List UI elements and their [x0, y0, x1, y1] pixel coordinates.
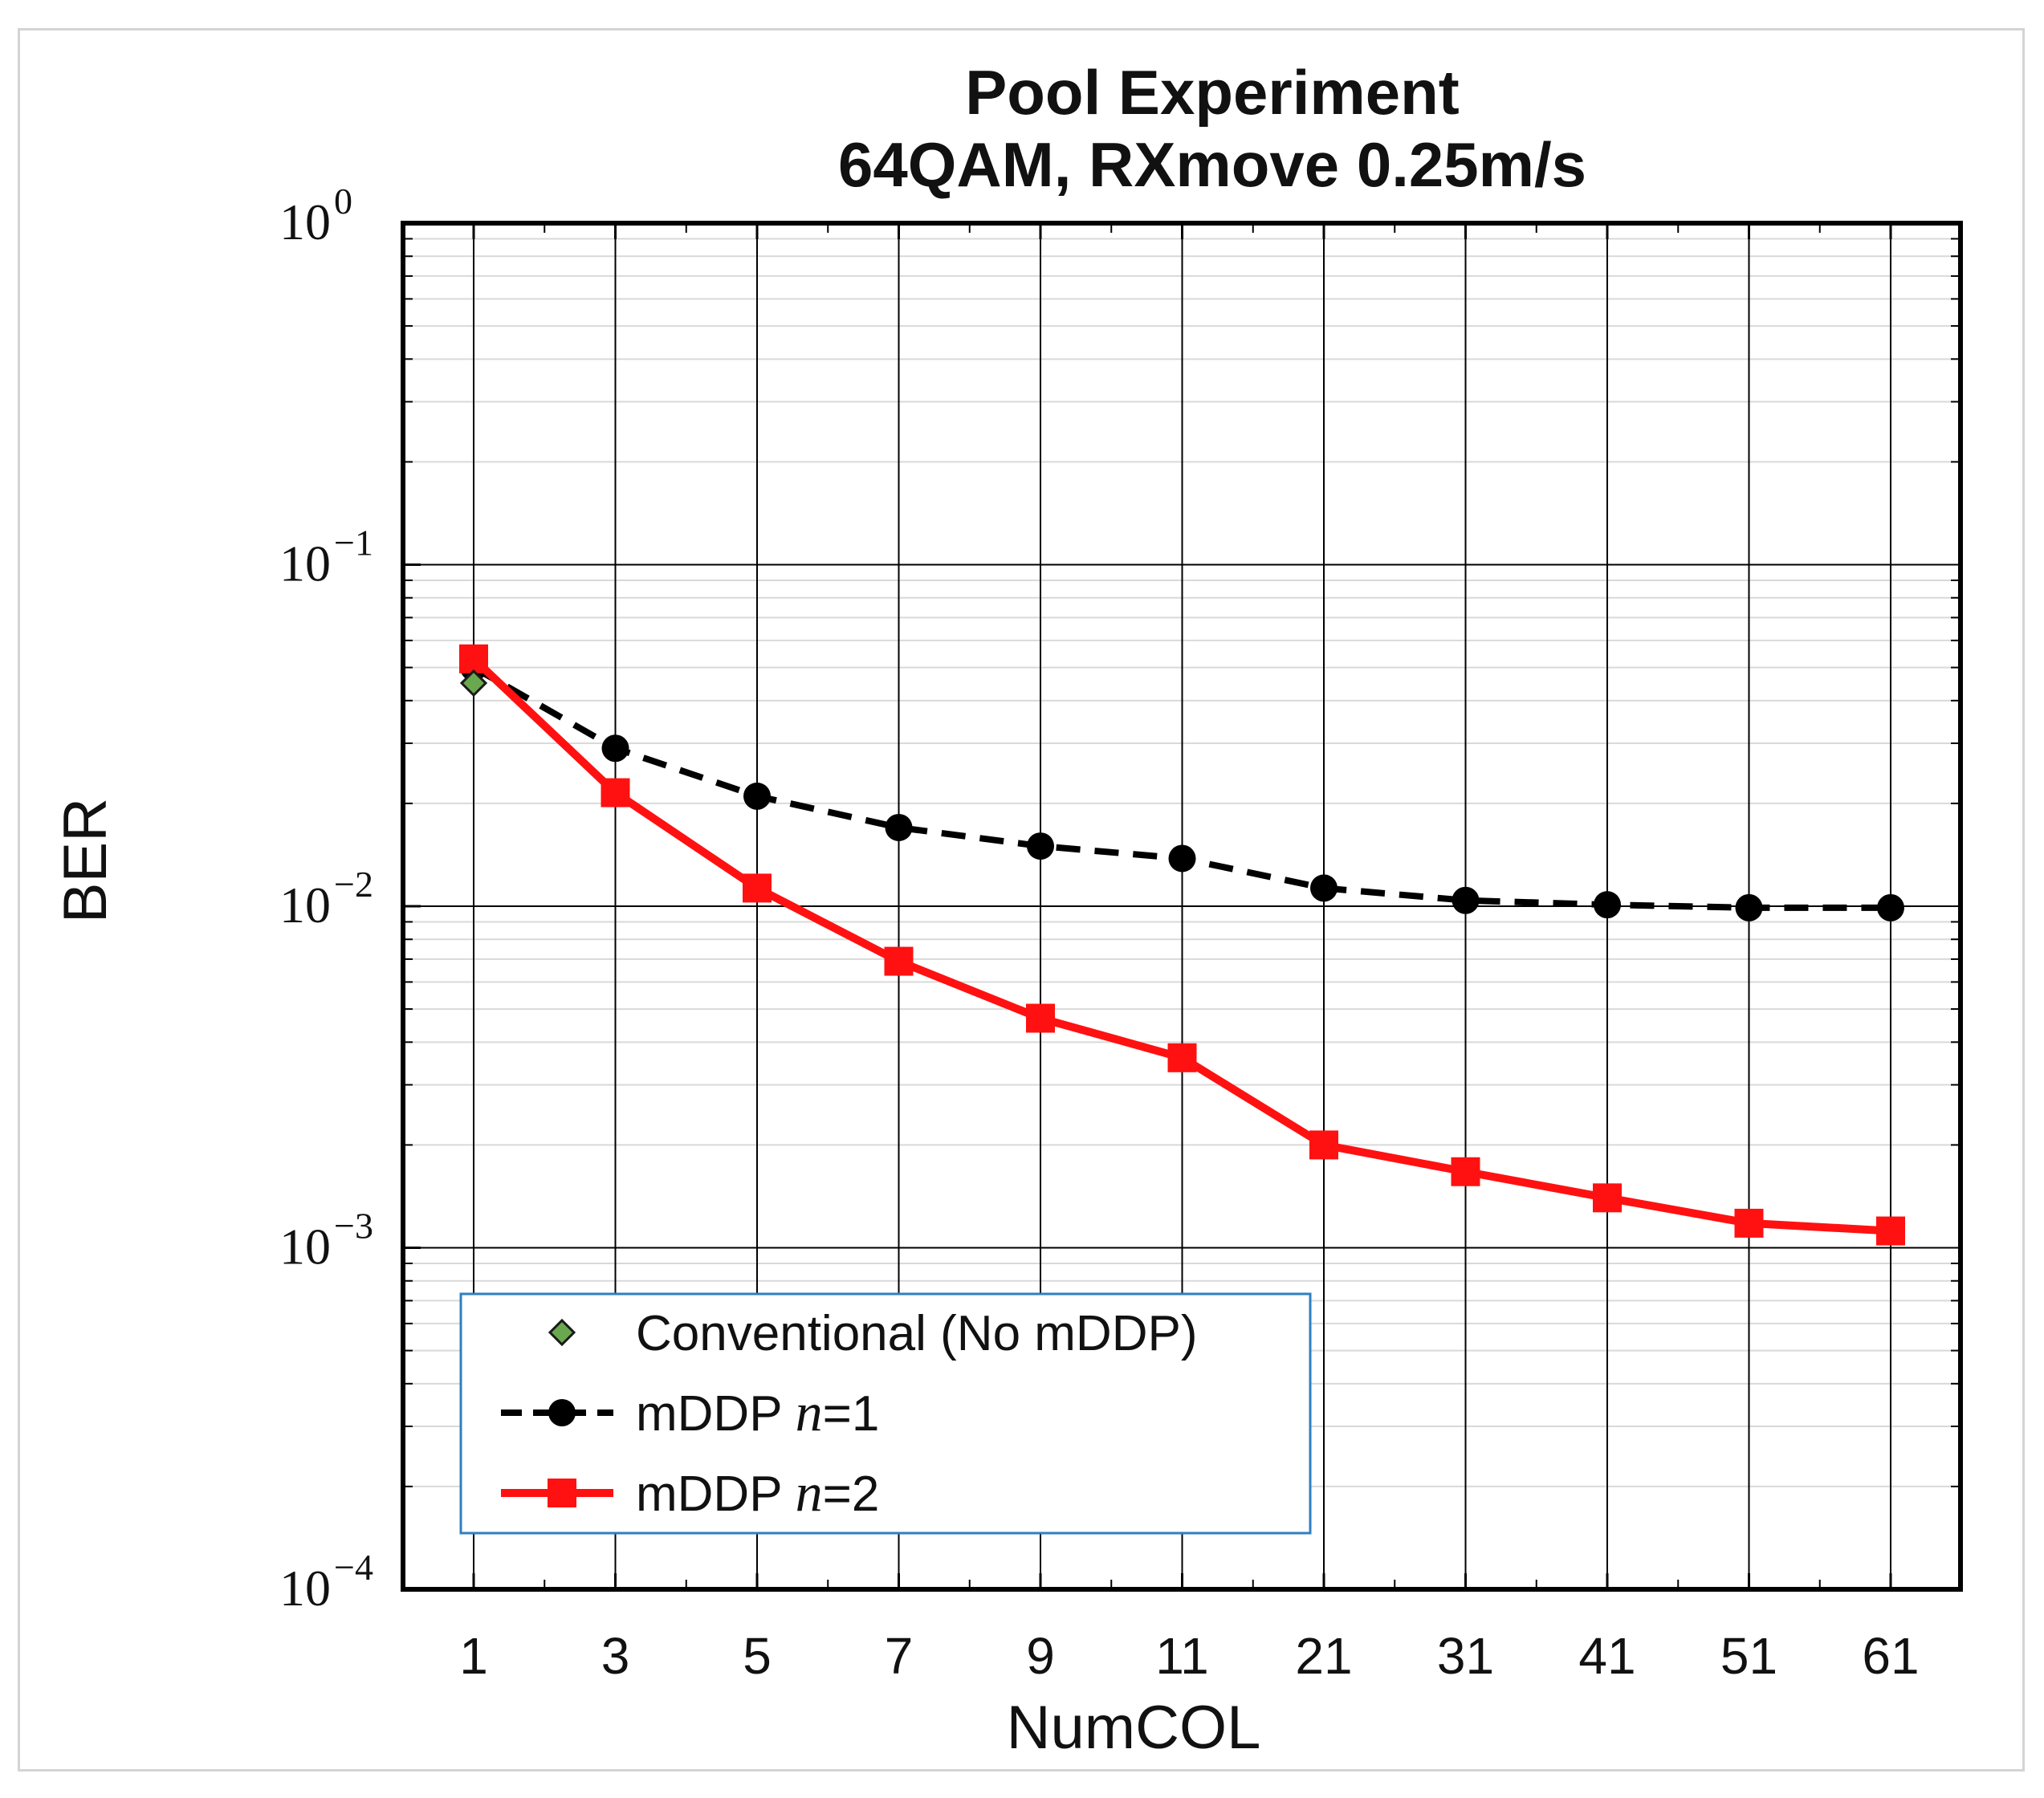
- x-tick-label: 41: [1578, 1627, 1635, 1685]
- legend-label-part: =2: [823, 1466, 880, 1522]
- data-point-2: [1876, 1216, 1905, 1246]
- legend-item-0: Conventional (No mDDP): [548, 1306, 1197, 1361]
- x-tick-label: 7: [885, 1627, 914, 1685]
- legend-label-1: mDDP n=1: [636, 1381, 879, 1442]
- series-layer: [459, 644, 1905, 1246]
- data-point-1: [1735, 893, 1763, 921]
- data-point-2: [1167, 1043, 1197, 1072]
- data-point-1: [1027, 832, 1054, 860]
- y-tick-label-exponent: −1: [334, 523, 373, 563]
- data-point-1: [1168, 844, 1196, 873]
- x-tick-label: 3: [601, 1627, 630, 1685]
- x-axis-label: NumCOL: [1007, 1694, 1261, 1762]
- x-tick-label: 11: [1155, 1627, 1208, 1685]
- chart-title-line-1: Pool Experiment: [965, 57, 1459, 128]
- y-tick-label-exponent: 0: [334, 181, 352, 222]
- x-tick-label: 31: [1437, 1627, 1494, 1685]
- chart-title-line-2: 64QAM, RXmove 0.25m/s: [838, 129, 1586, 200]
- axis-ticks: [403, 222, 1961, 1591]
- series-1: [460, 653, 1904, 921]
- data-point-1: [601, 734, 629, 763]
- y-tick-label: 10 −4: [279, 1547, 373, 1617]
- y-tick-label: 10 0: [279, 181, 352, 250]
- legend-label-part: n: [796, 1462, 823, 1523]
- x-tick-labels: 1 3 5 7 9 11 21 31 41 51 61: [459, 1627, 1919, 1685]
- data-point-2: [1026, 1003, 1055, 1033]
- legend-label-2: mDDP n=2: [636, 1462, 879, 1523]
- legend-label-part: mDDP: [636, 1466, 796, 1522]
- data-point-1: [1877, 893, 1904, 921]
- data-point-2: [459, 644, 488, 673]
- data-point-1: [885, 813, 913, 841]
- x-tick-label: 5: [743, 1627, 772, 1685]
- legend-marker-1: [548, 1399, 576, 1426]
- legend-label-part: Conventional (No mDDP): [636, 1306, 1197, 1361]
- y-tick-label: 10 −3: [279, 1206, 373, 1275]
- legend-label-part: n: [796, 1381, 823, 1442]
- y-tick-label: 10 −2: [279, 864, 373, 934]
- y-tick-label-exponent: −4: [334, 1547, 373, 1588]
- x-tick-label: 51: [1720, 1627, 1777, 1685]
- x-tick-label: 21: [1295, 1627, 1352, 1685]
- legend-item-1: mDDP n=1: [501, 1381, 879, 1442]
- y-tick-label-base: 10: [279, 193, 331, 250]
- legend-label-0: Conventional (No mDDP): [636, 1306, 1197, 1361]
- y-tick-label: 10 −1: [279, 523, 373, 592]
- legend-marker-0: [548, 1318, 576, 1347]
- data-point-1: [1452, 886, 1480, 914]
- y-axis-label: BER: [51, 798, 120, 923]
- data-point-2: [884, 946, 914, 976]
- legend-marker-2: [548, 1479, 576, 1507]
- data-point-2: [1309, 1130, 1338, 1160]
- series-0: [459, 669, 488, 698]
- data-point-2: [1734, 1208, 1764, 1238]
- data-point-1: [1594, 891, 1621, 919]
- data-point-2: [1593, 1183, 1622, 1213]
- data-point-2: [601, 778, 630, 807]
- data-point-2: [1451, 1157, 1480, 1186]
- x-tick-label: 61: [1862, 1627, 1919, 1685]
- data-point-1: [1310, 874, 1338, 902]
- series-2: [459, 644, 1905, 1246]
- legend-label-part: =1: [823, 1386, 880, 1442]
- x-tick-label: 1: [459, 1627, 488, 1685]
- y-tick-label-exponent: −3: [334, 1206, 373, 1247]
- x-tick-label: 9: [1026, 1627, 1055, 1685]
- data-point-2: [743, 873, 772, 903]
- legend-label-part: mDDP: [636, 1386, 796, 1442]
- y-tick-label-base: 10: [279, 1560, 331, 1617]
- y-tick-label-base: 10: [279, 1218, 331, 1275]
- data-point-0: [459, 669, 488, 698]
- y-tick-label-exponent: −2: [334, 864, 373, 905]
- data-point-1: [743, 782, 771, 810]
- y-tick-label-base: 10: [279, 877, 331, 934]
- y-tick-label-base: 10: [279, 535, 331, 592]
- legend-item-2: mDDP n=2: [501, 1462, 879, 1523]
- figure-frame: [18, 28, 2025, 1772]
